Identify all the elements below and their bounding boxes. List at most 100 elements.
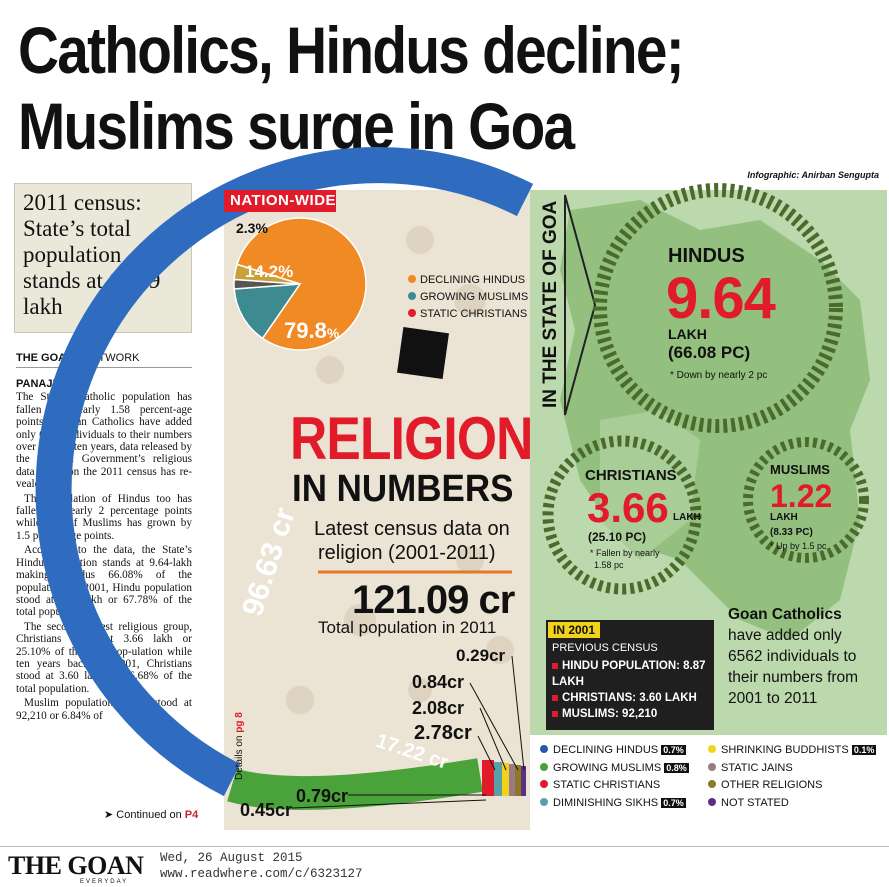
in2001-row: MUSLIMS: 92,210	[552, 706, 708, 722]
legend-row: STATIC CHRISTIANS	[540, 777, 710, 795]
legend-label: NOT STATED	[721, 796, 789, 809]
latest-census-text: Latest census data on	[314, 518, 510, 540]
in2001-prev: PREVIOUS CENSUS	[552, 642, 658, 654]
infographic-credit: Infographic: Anirban Sengupta	[747, 170, 879, 180]
headline-line2: Muslims surge in Goa	[18, 89, 575, 163]
headline: Catholics, Hindus decline; Muslims surge…	[18, 12, 758, 164]
continued-page: P4	[184, 809, 199, 821]
legend-row: SHRINKING BUDDHISTS 0.1%	[708, 742, 883, 760]
legend-dot-icon	[540, 745, 548, 753]
footer-url[interactable]: www.readwhere.com/c/6323127	[160, 867, 363, 881]
in2001-badge: IN 2001	[553, 623, 596, 637]
hindus-pc: (66.08 PC)	[668, 343, 751, 362]
newspaper-logo-sub: EVERYDAY	[80, 879, 129, 885]
legend-label: GROWING MUSLIMS	[553, 761, 662, 774]
legend-label: DECLINING HINDUS	[553, 744, 659, 756]
muslims-pc: (8.33 PC)	[770, 527, 813, 538]
continued-link[interactable]: ➤ Continued on P4	[104, 808, 198, 821]
legend-row: OTHER RELIGIONS	[708, 777, 883, 795]
legend-label: OTHER RELIGIONS	[721, 779, 823, 791]
legend-dot-icon	[708, 762, 716, 771]
nation-legend: DECLINING HINDUS GROWING MUSLIMS STATIC …	[408, 272, 528, 323]
continued-arrow-icon: ➤	[104, 809, 114, 821]
christians-value: 3.66	[587, 484, 669, 531]
legend-item: GROWING MUSLIMS	[408, 289, 528, 306]
christians-pc: (25.10 PC)	[588, 530, 647, 544]
nation-wide-tag: NATION-WIDE	[230, 192, 337, 209]
in2001-row: CHRISTIANS: 3.60 LAKH	[552, 690, 708, 706]
bullet-icon	[552, 663, 558, 669]
in2001-rows: HINDU POPULATION: 8.87 LAKH CHRISTIANS: …	[552, 658, 708, 722]
legend-dot-icon	[540, 780, 548, 788]
legend-dot-icon	[408, 292, 416, 300]
legend-label: STATIC JAINS	[721, 761, 793, 774]
infographic-graphics	[35, 147, 887, 830]
value-label: 2.78cr	[414, 722, 472, 744]
pie-label-muslim: 14.2%	[245, 262, 294, 281]
hindus-label: HINDUS	[668, 245, 745, 267]
pie-hindu-pct: %	[326, 325, 340, 341]
legend-row: NOT STATED	[708, 795, 883, 813]
network-paper: THE GOAN	[16, 352, 75, 364]
legend-dot-icon	[408, 275, 416, 283]
total-population: 121.09 cr	[352, 578, 515, 622]
legend-badge: 0.7%	[661, 745, 686, 755]
legend-badge: 0.1%	[851, 745, 877, 755]
pie-slice	[233, 283, 302, 340]
value-label: 0.79cr	[296, 786, 349, 806]
pie-slice	[236, 217, 367, 351]
legend-dot-icon	[540, 797, 548, 806]
pie-label-other: 2.3%	[236, 220, 268, 236]
legend-dot-icon	[708, 745, 716, 753]
details-label: Details on	[234, 735, 245, 780]
value-label: 2.08cr	[412, 698, 465, 718]
muslims-value: 1.22	[770, 478, 833, 514]
newspaper-logo: THE GOAN	[8, 851, 144, 880]
catholics-bold: Goan Catholics	[728, 606, 842, 623]
religion-years-text: religion (2001-2011)	[318, 542, 496, 564]
legend-label: DIMINISHING SIKHS	[553, 796, 659, 809]
legend-label: STATIC CHRISTIANS	[553, 779, 661, 791]
value-label: 0.84cr	[412, 672, 465, 692]
religion-title: RELIGION	[290, 405, 533, 472]
catholics-note: Goan Catholics have added only 6562 indi…	[728, 604, 878, 709]
legend-dot-icon	[708, 797, 716, 806]
in2001-row-text: MUSLIMS: 92,210	[562, 708, 658, 720]
details-link[interactable]: Details on pg 8	[234, 712, 245, 780]
legend-item: STATIC CHRISTIANS	[408, 306, 528, 323]
legend-dot-icon	[708, 780, 716, 788]
christians-note1: * Fallen by nearly	[590, 548, 660, 558]
christians-note2: 1.58 pc	[594, 560, 624, 570]
legend-row: GROWING MUSLIMS 0.8%	[540, 760, 710, 778]
article-dateline: PANAJI	[16, 378, 56, 390]
details-page: pg 8	[234, 712, 245, 733]
legend-badge: 0.8%	[664, 762, 689, 773]
pie-slice	[233, 263, 301, 285]
christians-unit: LAKH	[673, 512, 701, 523]
legend-item: DECLINING HINDUS	[408, 272, 528, 289]
religion-legend-right: SHRINKING BUDDHISTS 0.1% STATIC JAINS OT…	[708, 742, 883, 812]
legend-row: DECLINING HINDUS 0.7%	[540, 742, 710, 760]
pie-label-hindu: 79.8%	[284, 318, 339, 344]
headline-line1: Catholics, Hindus decline;	[18, 13, 685, 87]
goa-side-title: IN THE STATE OF GOA	[540, 200, 561, 408]
footer-date: Wed, 26 August 2015	[160, 851, 303, 865]
muslims-unit: LAKH	[770, 512, 798, 523]
hindus-note: * Down by nearly 2 pc	[670, 370, 768, 381]
continued-label: Continued on	[116, 809, 182, 821]
total-population-label: Total population in 2011	[318, 618, 497, 637]
legend-badge: 0.7%	[661, 797, 686, 808]
in2001-row-text: HINDU POPULATION: 8.87 LAKH	[552, 660, 706, 688]
bullet-icon	[552, 695, 558, 701]
nation-pie-chart	[233, 217, 367, 351]
religion-legend-left: DECLINING HINDUS 0.7% GROWING MUSLIMS 0.…	[540, 742, 710, 812]
catholics-rest: have added only 6562 individuals to thei…	[728, 627, 859, 707]
in2001-row-text: CHRISTIANS: 3.60 LAKH	[562, 692, 697, 704]
legend-label: SHRINKING BUDDHISTS	[721, 744, 849, 756]
legend-row: STATIC JAINS	[708, 760, 883, 778]
legend-label: GROWING MUSLIMS	[420, 291, 529, 303]
in2001-row: HINDU POPULATION: 8.87 LAKH	[552, 658, 708, 690]
bullet-icon	[552, 711, 558, 717]
legend-dot-icon	[408, 309, 416, 317]
christians-label: CHRISTIANS	[585, 467, 677, 484]
